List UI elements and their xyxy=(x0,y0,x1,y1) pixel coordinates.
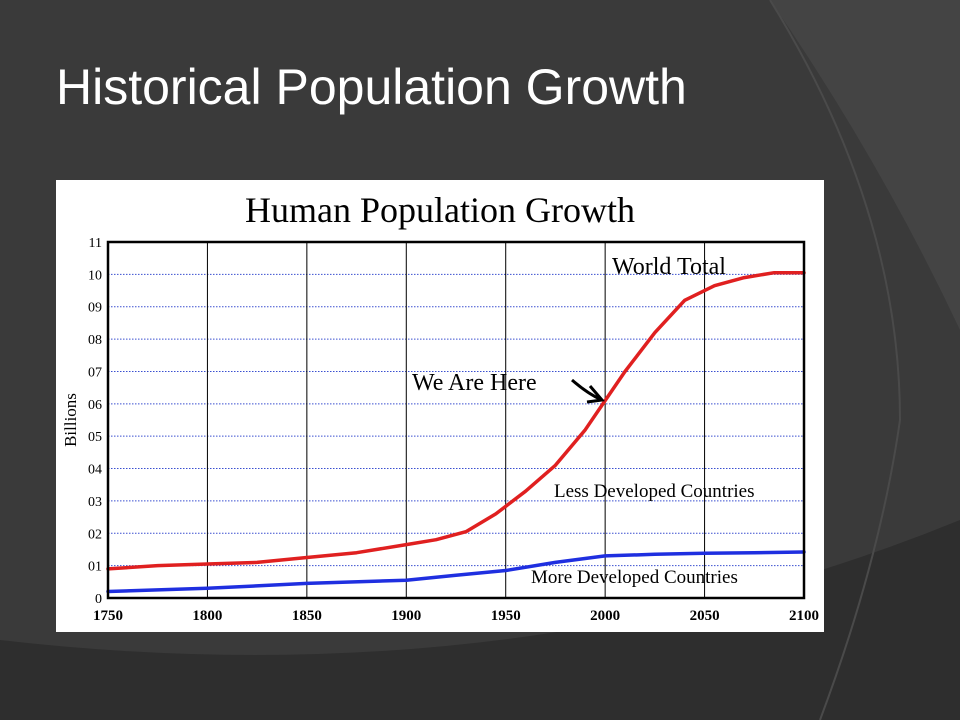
tick-layer: 0 01 02 03 04 05 06 07 08 09 10 11 1750 1800 1850 1900 1… xyxy=(88,236,819,624)
x-tick-label: 2000 xyxy=(590,608,620,624)
series-line-world-total xyxy=(106,270,806,571)
annotation-less-developed: Less Developed Countries xyxy=(554,481,755,502)
x-tick-label: 1900 xyxy=(391,608,421,624)
y-axis-label: Billions xyxy=(61,393,80,447)
y-tick-label: 06 xyxy=(88,398,102,413)
x-tick-label: 1850 xyxy=(292,608,322,624)
annotation-we-are-here: We Are Here xyxy=(412,370,537,396)
slide-title: Historical Population Growth xyxy=(56,59,687,115)
y-tick-label: 10 xyxy=(88,268,102,283)
y-tick-label: 02 xyxy=(88,527,102,542)
x-tick-label: 1800 xyxy=(192,608,222,624)
y-tick-label: 01 xyxy=(88,560,102,575)
annotation-more-developed: More Developed Countries xyxy=(531,567,738,588)
we-are-here-arrow xyxy=(571,378,605,404)
y-tick-label: 09 xyxy=(88,301,102,316)
y-tick-label: 05 xyxy=(88,430,102,445)
population-chart: Human Population Growth Billions 0 01 02 03… xyxy=(61,190,819,624)
chart-panel: Human Population Growth Billions 0 01 02 03… xyxy=(56,180,824,632)
x-tick-label: 1950 xyxy=(491,608,521,624)
x-tick-label: 1750 xyxy=(93,608,123,624)
y-tick-label: 04 xyxy=(88,463,102,478)
chart-title: Human Population Growth xyxy=(245,190,635,230)
annotation-world-total: World Total xyxy=(612,254,726,280)
y-tick-label: 0 xyxy=(95,592,102,607)
x-tick-label: 2050 xyxy=(690,608,720,624)
plot-frame xyxy=(106,240,806,600)
grid-layer xyxy=(108,242,804,598)
series-line-more-developed xyxy=(106,550,806,594)
y-tick-label: 08 xyxy=(88,333,102,348)
y-tick-label: 03 xyxy=(88,495,102,510)
x-tick-label: 2100 xyxy=(789,608,819,624)
series-layer xyxy=(106,270,806,594)
y-tick-label: 11 xyxy=(89,236,102,251)
y-tick-label: 07 xyxy=(88,365,102,380)
